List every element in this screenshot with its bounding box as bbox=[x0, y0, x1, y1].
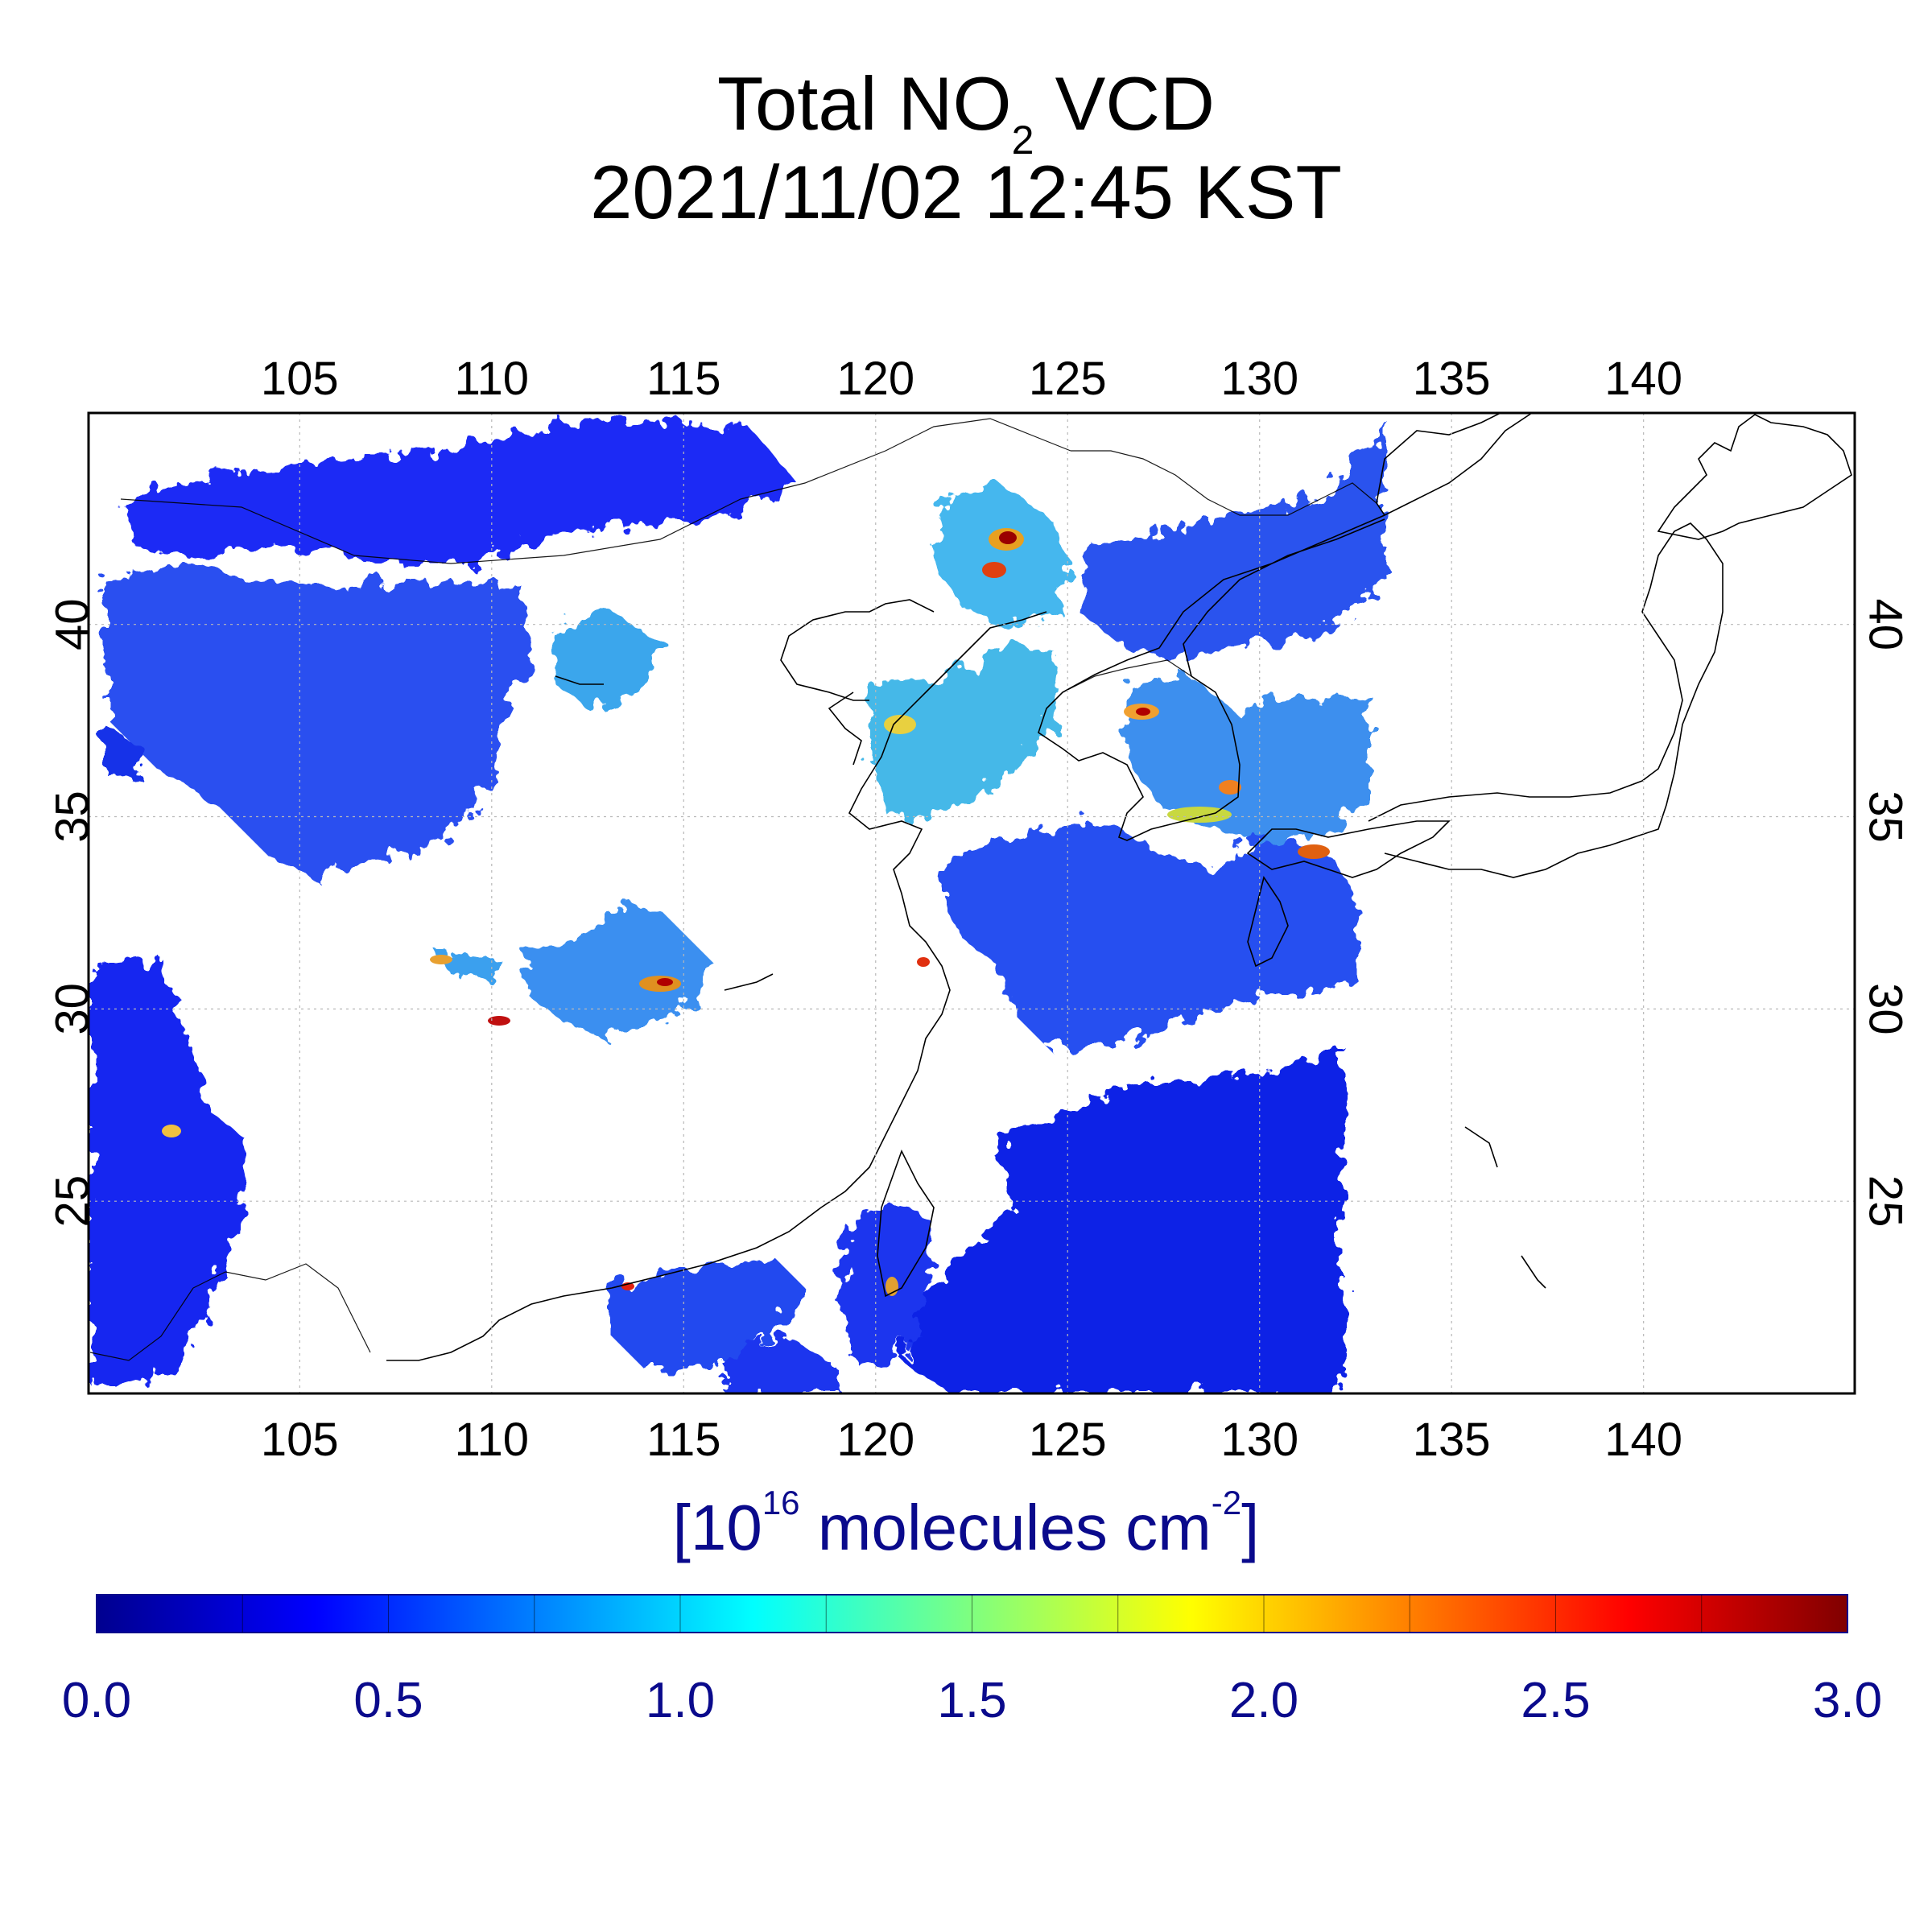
lat-tick-label: 30 bbox=[47, 983, 99, 1035]
colorbar-tick-label: 1.0 bbox=[645, 1673, 716, 1728]
lat-tick-label: 40 bbox=[1860, 598, 1912, 650]
colorbar-tick-label: 0.0 bbox=[61, 1673, 132, 1728]
colorbar-tick-label: 2.5 bbox=[1521, 1673, 1591, 1728]
lat-tick-label: 30 bbox=[1860, 983, 1912, 1035]
title-prefix: Total NO bbox=[716, 61, 1012, 146]
lon-tick-label: 125 bbox=[1029, 353, 1107, 405]
lat-tick-label: 25 bbox=[47, 1175, 99, 1228]
colorbar-tick-label: 3.0 bbox=[1812, 1673, 1883, 1728]
unit-mid: molecules cm bbox=[799, 1492, 1212, 1563]
map-grid bbox=[89, 413, 1855, 1393]
lon-tick-label: 125 bbox=[1029, 1414, 1107, 1466]
title-subscript: 2 bbox=[1011, 118, 1034, 163]
no2-hotspots bbox=[162, 528, 1330, 1296]
lon-tick-label: 115 bbox=[646, 353, 720, 405]
unit-exponent-2: -2 bbox=[1211, 1484, 1242, 1521]
no2-low-regions bbox=[90, 419, 1385, 1393]
lon-tick-labels-bottom: 105 110 115 120 125 130 135 140 bbox=[261, 1414, 1682, 1466]
lon-tick-label: 140 bbox=[1604, 1414, 1682, 1466]
unit-exponent: 16 bbox=[762, 1484, 800, 1521]
lat-tick-label: 40 bbox=[47, 598, 99, 650]
lon-tick-label: 130 bbox=[1220, 353, 1298, 405]
lat-tick-label: 25 bbox=[1860, 1175, 1912, 1228]
no2-field bbox=[90, 419, 1385, 1393]
lon-tick-label: 130 bbox=[1220, 1414, 1298, 1466]
unit-close: ] bbox=[1241, 1492, 1260, 1563]
colorbar-tick-marks bbox=[242, 1595, 1703, 1633]
lon-tick-label: 120 bbox=[836, 1414, 914, 1466]
colorbar-tick-label: 0.5 bbox=[353, 1673, 423, 1728]
lon-tick-label: 110 bbox=[455, 353, 529, 405]
lon-tick-label: 110 bbox=[455, 1414, 529, 1466]
colorbar-tick-label: 2.0 bbox=[1228, 1673, 1299, 1728]
lon-tick-label: 135 bbox=[1413, 353, 1491, 405]
lon-tick-label: 140 bbox=[1604, 353, 1682, 405]
country-borders bbox=[89, 418, 1377, 1361]
lat-tick-label: 35 bbox=[1860, 791, 1912, 843]
lon-tick-label: 105 bbox=[261, 1414, 339, 1466]
unit-open: [10 bbox=[672, 1492, 762, 1563]
colorbar-unit-label: [1016 molecules cm-2] bbox=[0, 1486, 1932, 1560]
map-frame bbox=[87, 411, 1856, 1395]
lon-tick-labels-top: 105 110 115 120 125 130 135 140 bbox=[261, 353, 1682, 405]
lon-tick-label: 120 bbox=[836, 353, 914, 405]
title-suffix: VCD bbox=[1034, 61, 1216, 146]
lat-tick-labels-left: 25 30 35 40 bbox=[47, 598, 99, 1227]
colorbar-tick-label: 1.5 bbox=[937, 1673, 1007, 1728]
map-title: Total NO2 VCD bbox=[0, 66, 1932, 161]
lon-tick-label: 135 bbox=[1413, 1414, 1491, 1466]
lat-tick-label: 35 bbox=[47, 791, 99, 843]
lon-tick-label: 105 bbox=[261, 353, 339, 405]
map-timestamp: 2021/11/02 12:45 KST bbox=[590, 150, 1342, 234]
lon-tick-label: 115 bbox=[646, 1414, 720, 1466]
lat-tick-labels-right: 25 30 35 40 bbox=[1860, 598, 1912, 1227]
coastlines bbox=[386, 413, 1852, 1361]
